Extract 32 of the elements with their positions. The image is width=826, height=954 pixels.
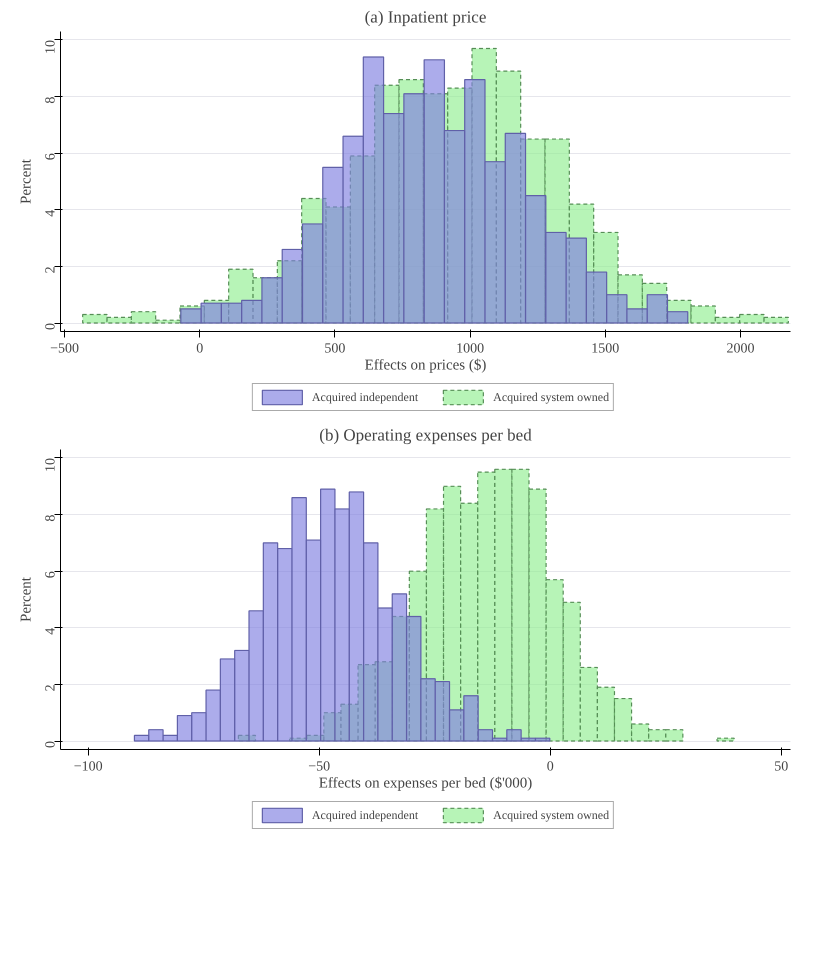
y-axis-title: Percent bbox=[18, 158, 34, 204]
y-tick-label: 0 bbox=[44, 323, 58, 330]
legend-label: Acquired independent bbox=[312, 808, 418, 822]
y-tick-label: 8 bbox=[44, 514, 58, 522]
y-tick-label: 2 bbox=[44, 266, 58, 274]
y-tick-label: 2 bbox=[44, 684, 58, 692]
x-tick-label: −100 bbox=[74, 760, 103, 774]
x-axis-title: Effects on expenses per bed ($'000) bbox=[318, 776, 532, 792]
x-tick-label: 500 bbox=[324, 342, 346, 356]
x-tick-label: −50 bbox=[308, 760, 330, 774]
legend-label: Acquired independent bbox=[312, 390, 418, 404]
x-tick-label: 1500 bbox=[591, 342, 620, 356]
chart-title: (b) Operating expenses per bed bbox=[319, 426, 532, 444]
y-tick-label: 6 bbox=[44, 571, 58, 578]
y-tick-label: 4 bbox=[44, 628, 58, 635]
y-tick-label: 6 bbox=[44, 153, 58, 160]
legend-label: Acquired system owned bbox=[493, 808, 610, 822]
x-axis-title: Effects on prices ($) bbox=[364, 358, 486, 374]
x-tick-label: 0 bbox=[196, 342, 204, 356]
chart-title: (a) Inpatient price bbox=[364, 8, 486, 26]
x-tick-label: 0 bbox=[546, 760, 554, 774]
x-tick-label: 50 bbox=[774, 760, 788, 774]
y-tick-label: 8 bbox=[44, 96, 58, 104]
y-axis-title: Percent bbox=[18, 576, 34, 622]
legend-label: Acquired system owned bbox=[493, 390, 610, 404]
y-tick-label: 10 bbox=[44, 458, 58, 472]
x-tick-label: 2000 bbox=[726, 342, 754, 356]
y-tick-label: 10 bbox=[44, 40, 58, 54]
y-tick-label: 0 bbox=[44, 741, 58, 748]
y-tick-label: 4 bbox=[44, 210, 58, 217]
x-tick-label: −500 bbox=[50, 342, 80, 356]
x-tick-label: 1000 bbox=[456, 342, 484, 356]
